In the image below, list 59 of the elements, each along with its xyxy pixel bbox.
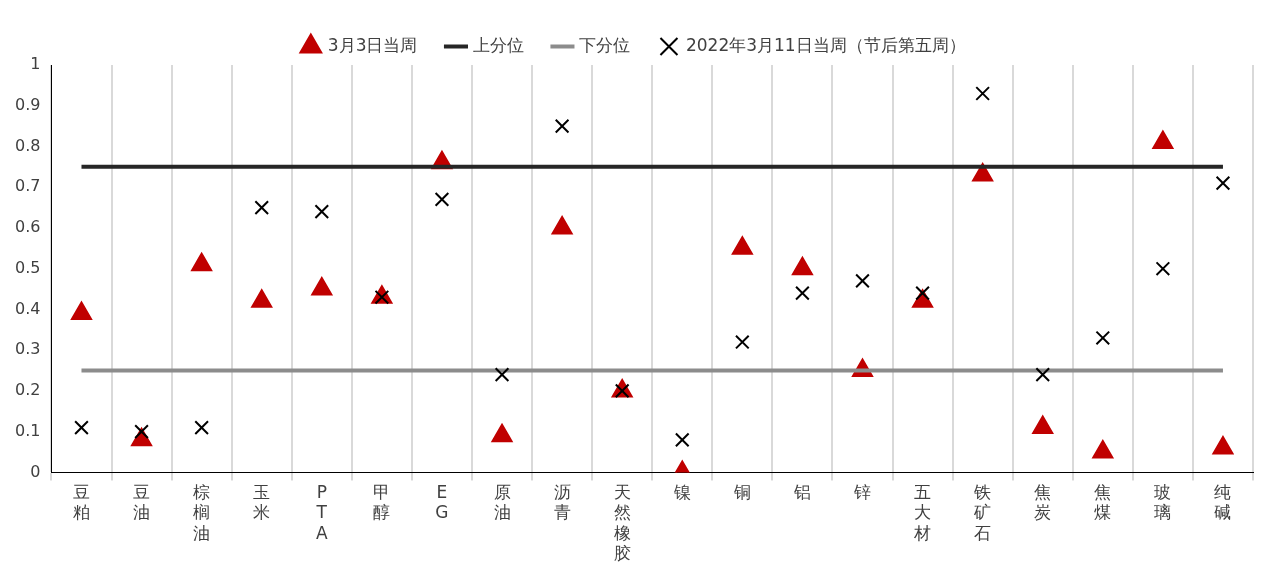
- y-tick-label: 0.9: [14, 94, 41, 114]
- x-tick-label: 铜: [732, 482, 751, 503]
- point: [314, 204, 330, 220]
- point: [1032, 415, 1054, 435]
- x-tick-label: 铝: [792, 482, 811, 503]
- legend-label: 2022年3月11日当周（节后第五周）: [685, 34, 966, 55]
- x-tick-label: 沥青: [553, 482, 571, 523]
- point: [491, 423, 513, 443]
- point: [731, 236, 753, 255]
- point: [734, 334, 750, 350]
- x-tick-label: 锌: [852, 482, 871, 503]
- point: [1212, 435, 1234, 455]
- point: [795, 285, 810, 301]
- x-tick-label: 玉米: [253, 482, 271, 523]
- point: [975, 86, 991, 101]
- point: [254, 200, 270, 215]
- x-tick-label: PTA: [315, 482, 328, 543]
- x-tick-label: 玻璃: [1154, 482, 1172, 523]
- y-tick-label: 0.1: [14, 420, 41, 440]
- x-tick-label: 甲醇: [373, 482, 391, 523]
- x-tick-label: 铁矿石: [973, 482, 992, 543]
- point: [70, 301, 93, 321]
- x-tick-label: 天然橡胶: [613, 482, 631, 564]
- y-tick-label: 0.5: [14, 257, 41, 277]
- y-tick-label: 0: [30, 461, 41, 481]
- y-tick-label: 0.3: [14, 339, 41, 359]
- x-tick-label: 豆粕: [72, 482, 90, 523]
- point: [1035, 367, 1051, 382]
- point: [1092, 440, 1114, 459]
- y-tick-label: 0.8: [14, 135, 41, 155]
- x-tick-label: EG: [435, 482, 449, 523]
- x-tick-label: 棕榈油: [193, 482, 211, 543]
- point: [191, 252, 213, 272]
- point: [855, 273, 870, 289]
- x-tick-label: 镍: [672, 482, 691, 503]
- y-tick-label: 0.6: [14, 217, 41, 237]
- point: [1095, 330, 1111, 346]
- point: [791, 256, 813, 276]
- point: [1215, 175, 1231, 191]
- x-tick-label: 豆油: [133, 482, 151, 523]
- x-tick-label: 原油: [493, 482, 511, 523]
- legend-label: 3月3日当周: [327, 34, 418, 55]
- legend-label: 上分位: [472, 34, 524, 55]
- point: [1155, 261, 1171, 277]
- x-tick-label: 五大材: [913, 482, 932, 543]
- y-tick-label: 1: [30, 54, 41, 74]
- point: [251, 289, 273, 308]
- legend-label: 下分位: [579, 34, 631, 55]
- y-tick-label: 0.4: [14, 298, 41, 318]
- point: [434, 192, 450, 207]
- point: [551, 215, 573, 235]
- point: [554, 118, 570, 134]
- point: [494, 367, 510, 382]
- y-tick-label: 0.2: [14, 380, 41, 400]
- point: [311, 277, 333, 296]
- y-tick-label: 0.7: [14, 176, 41, 196]
- x-tick-label: 焦煤: [1094, 482, 1112, 523]
- x-tick-label: 焦炭: [1034, 482, 1052, 523]
- x-tick-label: 纯碱: [1214, 482, 1232, 523]
